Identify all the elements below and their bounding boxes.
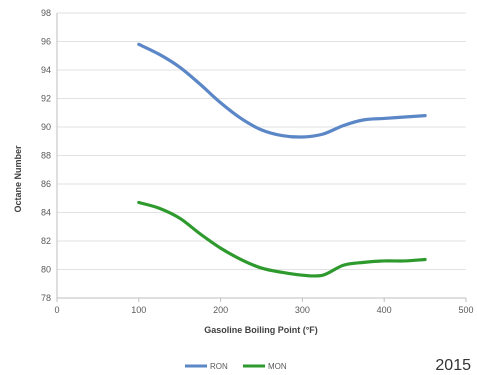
x-tick-label: 300 — [295, 305, 310, 315]
x-tick-labels: 0 100 200 300 400 500 — [54, 305, 473, 315]
y-tick-label: 78 — [41, 293, 51, 303]
year-label: 2015 — [435, 357, 471, 374]
y-tick-label: 84 — [41, 208, 51, 218]
x-axis-title: Gasoline Boiling Point (°F) — [204, 325, 318, 335]
x-tick-label: 0 — [54, 305, 59, 315]
y-tick-label: 98 — [41, 8, 51, 18]
y-tick-label: 94 — [41, 65, 51, 75]
y-tick-label: 88 — [41, 151, 51, 161]
x-tick-label: 100 — [131, 305, 146, 315]
x-tick-label: 500 — [458, 305, 473, 315]
axes — [56, 13, 467, 302]
x-tick-label: 200 — [213, 305, 228, 315]
y-tick-label: 92 — [41, 94, 51, 104]
y-tick-label: 86 — [41, 179, 51, 189]
y-tick-label: 82 — [41, 236, 51, 246]
legend-label-ron: RON — [210, 362, 228, 371]
y-tick-label: 96 — [41, 37, 51, 47]
y-tick-labels: 78 80 82 84 86 88 90 92 94 96 98 — [41, 8, 51, 303]
y-tick-label: 80 — [41, 265, 51, 275]
x-tick-label: 400 — [377, 305, 392, 315]
legend: RON MON — [185, 362, 287, 371]
legend-label-mon: MON — [268, 362, 287, 371]
series-line-mon — [137, 200, 427, 278]
series-line-ron — [137, 42, 427, 139]
y-tick-label: 90 — [41, 122, 51, 132]
grid-lines — [57, 12, 466, 270]
y-axis-title: Octane Number — [13, 145, 23, 213]
series-layer — [137, 42, 427, 278]
